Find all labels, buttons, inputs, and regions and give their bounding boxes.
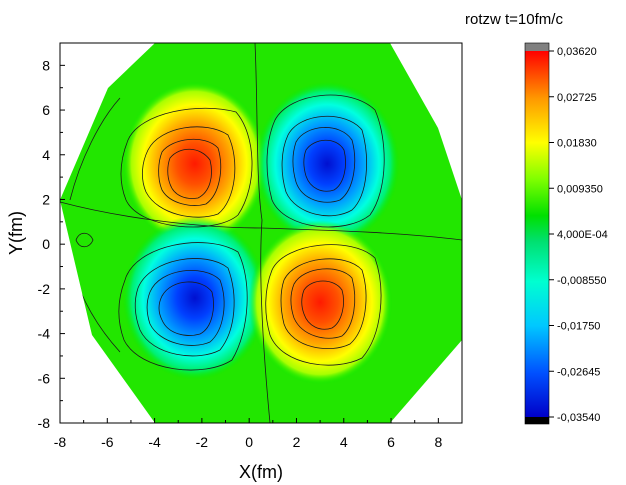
x-axis-ticks: -8 -6 -4 -2 0 2 4 6 8 (54, 418, 463, 450)
colorbar-ticks: 0,03620 0,02725 0,01830 0,009350 4,000E-04 -0… (549, 46, 608, 424)
colorbar-top-cap (525, 43, 549, 51)
x-tick-label: 0 (245, 434, 253, 450)
contour-line (281, 115, 367, 217)
x-tick-label: 6 (387, 434, 395, 450)
contour-line (60, 201, 462, 241)
y-tick-label: -8 (38, 415, 51, 431)
contour-line (265, 244, 382, 366)
y-tick-label: -2 (38, 281, 51, 297)
contour-field (60, 43, 462, 423)
contour-line (158, 138, 222, 206)
y-tick-label: -6 (38, 370, 51, 386)
contour-line (69, 97, 121, 201)
contour-line (292, 127, 356, 203)
vortex-blob-2 (255, 81, 400, 246)
x-tick-label: -2 (196, 434, 209, 450)
colorbar-tick-label: -0,008550 (557, 275, 607, 287)
y-tick-label: 8 (42, 57, 50, 73)
colorbar-tick-label: 0,01830 (557, 138, 597, 150)
y-axis-label: Y(fm) (6, 211, 26, 255)
contour-line (301, 280, 344, 330)
x-axis-label: X(fm) (239, 462, 283, 482)
x-tick-label: -6 (101, 434, 114, 450)
contour-lines (60, 43, 462, 423)
x-tick-label: -4 (148, 434, 161, 450)
contour-line (75, 232, 94, 248)
y-tick-label: 0 (42, 236, 50, 252)
y-tick-label: -4 (38, 326, 51, 342)
y-tick-label: 6 (42, 102, 50, 118)
contour-line (158, 281, 214, 336)
chart-title: rotzw t=10fm/c (465, 11, 563, 28)
contour-line (290, 268, 356, 339)
x-tick-label: 8 (434, 434, 442, 450)
contour-line (280, 258, 367, 350)
colorbar: 0,03620 0,02725 0,01830 0,009350 4,000E-04 -0… (524, 42, 608, 425)
colorbar-gradient (525, 51, 549, 417)
vortex-blob-4 (248, 220, 393, 385)
colorbar-tick-label: 0,009350 (557, 183, 603, 195)
x-tick-label: -8 (54, 434, 67, 450)
contour-line (134, 258, 235, 357)
x-tick-label: 2 (293, 434, 301, 450)
colorbar-tick-label: 0,02725 (557, 92, 597, 104)
colorbar-tick-label: -0,02645 (557, 366, 600, 378)
colorbar-tick-label: 4,000E-04 (557, 229, 608, 241)
contour-line (120, 107, 253, 228)
vortex-blob-1 (122, 81, 267, 246)
contour-line (146, 270, 225, 346)
y-tick-label: 2 (42, 191, 50, 207)
y-tick-label: 4 (42, 147, 50, 163)
contour-line (303, 139, 346, 192)
contour-line (254, 43, 271, 423)
contour-line (142, 126, 236, 218)
colorbar-tick-label: -0,01750 (557, 321, 600, 333)
y-axis-ticks: 8 6 4 2 0 -2 -4 -6 -8 (38, 42, 65, 431)
vortex-blobs (122, 81, 400, 385)
vortex-blob-3 (122, 215, 267, 380)
plot-frame (59, 42, 463, 424)
colorbar-bottom-cap (525, 417, 549, 424)
colorbar-tick-label: -0,03540 (557, 412, 600, 424)
contour-line (266, 94, 385, 228)
contour-line (118, 242, 248, 371)
colorbar-tick-label: 0,03620 (557, 46, 597, 58)
contour-line (167, 148, 212, 199)
x-tick-label: 4 (340, 434, 348, 450)
